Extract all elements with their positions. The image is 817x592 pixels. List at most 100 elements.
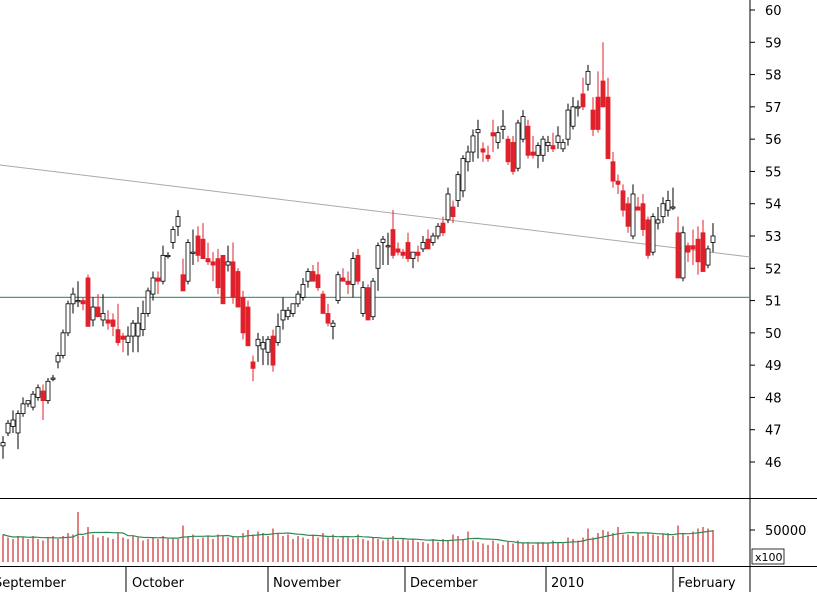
candle-body: [110, 319, 116, 327]
candle-body: [365, 287, 371, 321]
candle-body: [115, 329, 121, 343]
candle-body: [350, 258, 356, 285]
volume-tick-label: 50000: [765, 524, 806, 539]
candle-body: [325, 313, 331, 324]
candle-body: [335, 274, 341, 301]
candle-body: [275, 325, 281, 343]
candle-body: [135, 322, 141, 337]
month-label: December: [410, 576, 478, 591]
candle-body: [15, 413, 21, 434]
candle-body: [370, 280, 376, 318]
candle-body: [35, 387, 41, 398]
candle-body: [490, 132, 496, 137]
candle-body: [305, 271, 311, 282]
candle-body: [75, 300, 81, 303]
candle-body: [210, 261, 216, 266]
candle-body: [495, 132, 501, 143]
month-label: November: [273, 576, 341, 591]
candle-body: [50, 377, 56, 380]
candle-body: [535, 145, 541, 156]
candle-body: [0, 442, 6, 447]
candle-body: [420, 242, 426, 250]
candle-body: [85, 277, 91, 327]
candle-body: [185, 242, 191, 282]
candle-body: [530, 151, 536, 156]
price-tick-label: 47: [765, 424, 782, 439]
candle-body: [385, 245, 391, 248]
candle-body: [25, 400, 31, 405]
candle-body: [240, 296, 246, 334]
candle-body: [375, 245, 381, 269]
candle-body: [400, 251, 406, 256]
candle-body: [640, 203, 646, 230]
candle-body: [195, 235, 201, 256]
candle-body: [155, 277, 161, 282]
candle-body: [215, 258, 221, 289]
candle-body: [665, 200, 671, 211]
candle-body: [540, 138, 546, 156]
candle-body: [410, 251, 416, 259]
candle-body: [265, 338, 271, 353]
candle-body: [330, 322, 336, 327]
month-label: October: [132, 576, 185, 591]
candle-body: [345, 280, 351, 285]
candle-body: [380, 238, 386, 243]
price-tick-label: 59: [765, 36, 782, 51]
candle-body: [65, 303, 71, 334]
candle-body: [610, 161, 616, 182]
candle-body: [480, 148, 486, 153]
candle-body: [445, 193, 451, 221]
candle-body: [390, 229, 396, 256]
candle-body: [645, 219, 651, 256]
candle-body: [125, 335, 131, 343]
candle-body: [505, 138, 511, 163]
candle-body: [695, 238, 701, 263]
candle-body: [570, 106, 576, 127]
candle-body: [100, 313, 106, 321]
candle-body: [200, 238, 206, 260]
candle-body: [130, 322, 136, 337]
candle-body: [170, 229, 176, 243]
candle-body: [245, 306, 251, 347]
candle-body: [140, 313, 146, 331]
candle-body: [295, 293, 301, 305]
candle-body: [515, 122, 521, 169]
price-tick-label: 48: [765, 391, 782, 406]
candle-body: [620, 190, 626, 211]
candle-body: [310, 271, 316, 282]
candle-body: [565, 109, 571, 140]
candle-body: [595, 96, 601, 130]
candle-body: [285, 309, 291, 318]
volume-multiplier-label: x100: [755, 551, 783, 564]
candle-body: [255, 338, 261, 347]
candle-body: [625, 203, 631, 227]
candle-body: [175, 216, 181, 227]
candle-body: [585, 70, 591, 85]
candle-body: [455, 174, 461, 201]
candle-body: [600, 80, 606, 108]
candle-body: [235, 271, 241, 308]
candle-body: [270, 335, 276, 366]
candle-body: [95, 306, 101, 318]
candle-body: [460, 158, 466, 192]
candle-body: [555, 135, 561, 143]
candle-body: [685, 245, 691, 253]
price-tick-label: 50: [765, 327, 782, 342]
candle-body: [55, 355, 61, 363]
candle-body: [650, 216, 656, 253]
candle-body: [635, 206, 641, 211]
volume-multiplier-box: [751, 548, 785, 565]
candle-body: [450, 206, 456, 218]
candle-body: [510, 141, 516, 172]
price-tick-label: 60: [765, 4, 782, 19]
price-tick-label: 54: [765, 198, 782, 213]
price-tick-label: 46: [765, 456, 782, 471]
candle-body: [300, 284, 306, 298]
price-tick-label: 49: [765, 359, 782, 374]
volume-bars: [2, 512, 714, 562]
candle-body: [520, 116, 526, 140]
candle-body: [590, 109, 596, 130]
candle-body: [435, 225, 441, 237]
